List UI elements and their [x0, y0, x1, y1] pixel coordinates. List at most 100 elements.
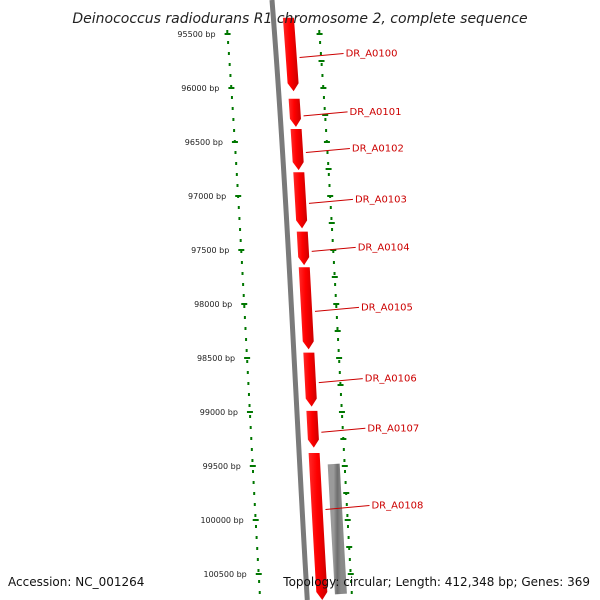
- guide-dot-left: [256, 547, 259, 550]
- guide-dot-left: [232, 118, 235, 121]
- gene-arrow[interactable]: [306, 410, 319, 448]
- guide-dot-right: [319, 52, 322, 55]
- guide-dot-right: [322, 96, 325, 99]
- gene-arrow[interactable]: [308, 453, 328, 600]
- gene-label[interactable]: DR_A0102: [352, 144, 404, 155]
- guide-dot-right: [330, 217, 333, 220]
- guide-dot-right: [322, 85, 325, 88]
- gene-arrow[interactable]: [293, 172, 308, 229]
- guide-dot-left: [241, 272, 244, 275]
- guide-dot-left: [248, 404, 251, 407]
- guide-dot-left: [230, 85, 233, 88]
- guide-dot-right: [327, 162, 330, 165]
- gene-label-leader: [303, 111, 348, 117]
- topology-summary: Topology: circular; Length: 412,348 bp; …: [282, 575, 590, 589]
- guide-dot-right: [341, 426, 344, 429]
- guide-dot-right: [323, 107, 326, 110]
- gene-label[interactable]: DR_A0101: [350, 107, 402, 118]
- tick-label: 98500 bp: [197, 354, 235, 363]
- tick-label: 99500 bp: [203, 462, 241, 471]
- guide-dot-left: [253, 492, 256, 495]
- guide-dot-left: [230, 96, 233, 99]
- gene-arrow[interactable]: [288, 98, 301, 127]
- guide-dot-left: [243, 316, 246, 319]
- gene-label-leader: [314, 306, 360, 312]
- gene-label-leader: [299, 53, 344, 59]
- tick-label: 97500 bp: [191, 246, 229, 255]
- guide-dot-left: [256, 558, 259, 561]
- guide-dot-left: [255, 536, 258, 539]
- guide-dot-right: [344, 470, 347, 473]
- gene-arrow[interactable]: [282, 17, 299, 92]
- guide-dot-left: [254, 514, 257, 517]
- tick-label: 100000 bp: [200, 516, 243, 525]
- guide-dot-right: [327, 173, 330, 176]
- gene-labels: DR_A0100 DR_A0101 DR_A0102 DR_A0103 DR_A0104…: [299, 49, 423, 512]
- tick-marks: 95500 bp 96000 bp 96500 bp 97000 bp 97500 bp…: [177, 30, 354, 579]
- guide-dot-left: [244, 327, 247, 330]
- guide-dot-left: [251, 459, 254, 462]
- guide-dot-right: [338, 360, 341, 363]
- guide-dot-left: [253, 503, 256, 506]
- guide-dot-right: [348, 547, 351, 550]
- guide-dot-right: [338, 371, 341, 374]
- dotted-guides: [226, 30, 353, 594]
- tick-label: 96500 bp: [185, 138, 223, 147]
- tick-label: 95500 bp: [177, 30, 215, 39]
- gene-label-leader: [308, 198, 354, 204]
- guide-dot-left: [239, 228, 242, 231]
- guide-dot-right: [350, 580, 353, 583]
- gene-label-leader: [318, 378, 363, 384]
- guide-dot-right: [345, 503, 348, 506]
- gene-features: [282, 17, 328, 600]
- guide-dot-right: [337, 338, 340, 341]
- gene-label[interactable]: DR_A0100: [346, 49, 398, 60]
- guide-dot-right: [321, 74, 324, 77]
- gene-label[interactable]: DR_A0108: [371, 501, 423, 512]
- guide-dot-right: [346, 514, 349, 517]
- guide-dot-right: [331, 239, 334, 242]
- guide-dot-right: [318, 30, 321, 33]
- gene-label[interactable]: DR_A0106: [365, 374, 417, 385]
- guide-dot-left: [258, 591, 261, 594]
- guide-dot-right: [331, 228, 334, 231]
- guide-dot-right: [341, 415, 344, 418]
- tick-label: 97000 bp: [188, 192, 226, 201]
- gene-label[interactable]: DR_A0105: [361, 302, 413, 313]
- guide-dot-left: [240, 261, 243, 264]
- guide-dot-right: [342, 448, 345, 451]
- guide-dot-left: [245, 338, 248, 341]
- guide-dot-left: [250, 448, 253, 451]
- guide-dot-right: [326, 151, 329, 154]
- guide-dot-right: [340, 404, 343, 407]
- guide-dot-left: [234, 151, 237, 154]
- guide-dot-left: [227, 41, 230, 44]
- guide-dot-right: [348, 558, 351, 561]
- guide-dot-left: [257, 569, 260, 572]
- guide-dot-right: [324, 118, 327, 121]
- guide-dot-left: [252, 470, 255, 473]
- gene-label[interactable]: DR_A0104: [358, 242, 410, 253]
- gene-arrow[interactable]: [296, 231, 310, 266]
- backbone-layer: [269, 0, 347, 600]
- guide-dot-right: [319, 41, 322, 44]
- gene-arrow[interactable]: [290, 129, 304, 171]
- guide-dot-left: [227, 52, 230, 55]
- guide-dot-right: [334, 283, 337, 286]
- map-title: Deinococcus radiodurans R1 chromosome 2,…: [72, 11, 527, 27]
- gene-label[interactable]: DR_A0107: [367, 423, 419, 434]
- gene-arrow[interactable]: [298, 267, 314, 350]
- guide-dot-left: [233, 129, 236, 132]
- guide-dot-left: [243, 305, 246, 308]
- guide-dot-left: [249, 426, 252, 429]
- gene-label[interactable]: DR_A0103: [355, 194, 407, 205]
- gene-arrow[interactable]: [303, 352, 317, 407]
- guide-dot-left: [237, 206, 240, 209]
- guide-dot-right: [337, 349, 340, 352]
- guide-dot-left: [229, 74, 232, 77]
- guide-dot-left: [245, 349, 248, 352]
- guide-dot-left: [252, 481, 255, 484]
- guide-dot-left: [247, 382, 250, 385]
- guide-dot-left: [246, 360, 249, 363]
